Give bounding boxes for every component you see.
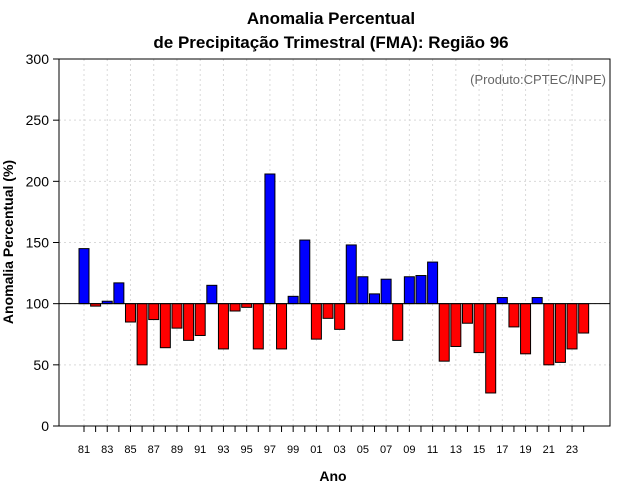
y-tick-label: 50 bbox=[33, 357, 49, 373]
y-axis: 0 50 100 150 200 250 300 bbox=[26, 51, 59, 434]
bar-20 bbox=[531, 297, 543, 305]
x-tick-label: 89 bbox=[171, 444, 183, 456]
x-tick-label: 97 bbox=[264, 444, 276, 456]
bars bbox=[78, 173, 590, 394]
bar-06 bbox=[369, 293, 380, 305]
bar-13 bbox=[450, 303, 462, 347]
bar-22 bbox=[554, 303, 566, 363]
bar-84 bbox=[113, 282, 125, 305]
x-tick-label: 91 bbox=[194, 444, 206, 456]
bar-18 bbox=[508, 303, 520, 328]
bar-90 bbox=[183, 303, 195, 341]
x-tick-label: 21 bbox=[543, 444, 555, 456]
bar-08 bbox=[392, 303, 404, 341]
bar-92 bbox=[206, 284, 218, 305]
bar-96 bbox=[252, 303, 264, 350]
chart-title-line2: de Precipitação Trimestral (FMA): Região… bbox=[153, 33, 508, 52]
x-tick-label: 19 bbox=[519, 444, 531, 456]
bar-99 bbox=[287, 295, 299, 305]
x-tick-label: 13 bbox=[450, 444, 462, 456]
x-tick-label: 01 bbox=[310, 444, 322, 456]
x-tick-label: 87 bbox=[148, 444, 160, 456]
x-tick-label: 95 bbox=[241, 444, 253, 456]
bar-97 bbox=[264, 173, 276, 305]
bar-88 bbox=[159, 303, 171, 349]
x-tick-label: 83 bbox=[101, 444, 113, 456]
y-tick-label: 0 bbox=[41, 418, 49, 434]
x-tick-label: 15 bbox=[473, 444, 485, 456]
x-tick-label: 23 bbox=[566, 444, 578, 456]
chart-title-line1: Anomalia Percentual bbox=[247, 9, 415, 28]
bar-95 bbox=[241, 303, 253, 308]
bar-00 bbox=[299, 239, 311, 305]
bar-17 bbox=[496, 297, 508, 305]
bar-12 bbox=[438, 303, 450, 362]
x-tick-label: 11 bbox=[427, 444, 438, 456]
credit-text: (Produto:CPTEC/INPE) bbox=[470, 72, 606, 87]
x-axis: 81 83 85 87 89 91 93 95 97 99 01 03 05 07 09 11 13 15 17 19… bbox=[78, 426, 585, 456]
bar-03 bbox=[334, 303, 346, 330]
bar-91 bbox=[194, 303, 206, 336]
bar-10 bbox=[415, 275, 427, 305]
x-tick-label: 85 bbox=[124, 444, 136, 456]
bar-09 bbox=[403, 276, 415, 305]
bar-98 bbox=[276, 303, 288, 350]
x-tick-label: 07 bbox=[380, 444, 392, 456]
bar-07 bbox=[380, 278, 392, 305]
bar-94 bbox=[229, 303, 241, 312]
bar-93 bbox=[217, 303, 229, 350]
y-axis-label: Anomalia Percentual (%) bbox=[0, 160, 16, 324]
bar-04 bbox=[345, 244, 357, 305]
x-tick-label: 03 bbox=[334, 444, 346, 456]
bar-01 bbox=[310, 303, 322, 340]
y-tick-label: 250 bbox=[26, 112, 50, 128]
bar-24 bbox=[578, 303, 590, 334]
bar-23 bbox=[566, 303, 578, 350]
bar-19 bbox=[520, 303, 532, 355]
bar-86 bbox=[136, 303, 148, 366]
bar-85 bbox=[124, 303, 136, 323]
x-tick-label: 17 bbox=[496, 444, 508, 456]
bar-11 bbox=[427, 261, 439, 305]
bar-89 bbox=[171, 303, 183, 329]
bar-16 bbox=[485, 303, 497, 394]
bar-21 bbox=[543, 303, 555, 366]
x-axis-label: Ano bbox=[319, 468, 346, 484]
bar-81 bbox=[78, 248, 90, 305]
y-tick-label: 200 bbox=[26, 173, 50, 189]
y-tick-label: 300 bbox=[26, 51, 50, 67]
bar-14 bbox=[461, 303, 473, 324]
bar-02 bbox=[322, 303, 334, 319]
bar-87 bbox=[148, 303, 160, 321]
y-tick-label: 150 bbox=[26, 235, 50, 251]
x-tick-label: 05 bbox=[357, 444, 369, 456]
grid bbox=[59, 58, 610, 427]
bar-15 bbox=[473, 303, 485, 354]
bar-05 bbox=[357, 276, 369, 305]
x-tick-label: 81 bbox=[78, 444, 90, 456]
x-tick-label: 93 bbox=[217, 444, 229, 456]
x-tick-label: 99 bbox=[287, 444, 299, 456]
y-tick-label: 100 bbox=[26, 296, 50, 312]
x-tick-label: 09 bbox=[403, 444, 415, 456]
